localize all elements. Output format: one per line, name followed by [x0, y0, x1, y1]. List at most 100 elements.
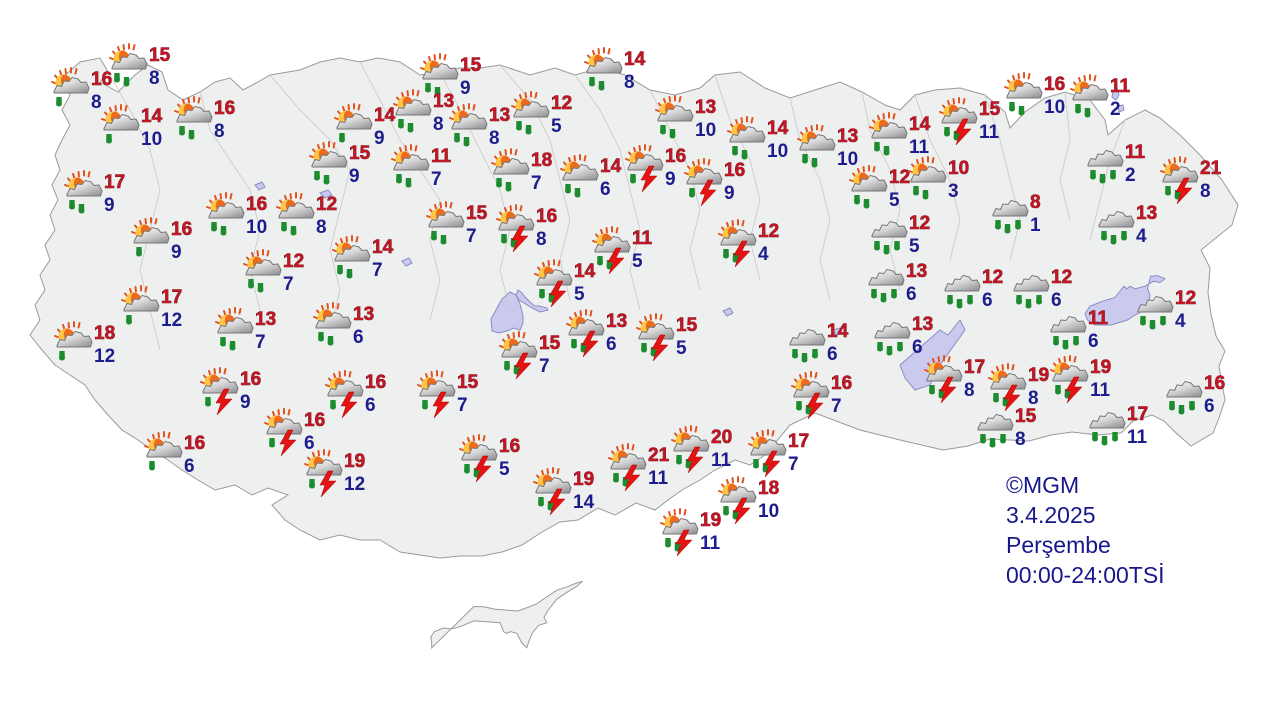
svg-text:9: 9: [171, 242, 182, 263]
svg-text:7: 7: [531, 173, 542, 194]
svg-text:13: 13: [906, 261, 927, 282]
svg-text:10: 10: [837, 149, 858, 170]
svg-text:14: 14: [573, 492, 595, 513]
svg-text:10: 10: [948, 158, 969, 179]
svg-text:19: 19: [344, 451, 365, 472]
svg-text:13: 13: [837, 126, 858, 147]
svg-text:9: 9: [349, 166, 360, 187]
svg-text:12: 12: [94, 346, 115, 367]
svg-text:16: 16: [665, 146, 686, 167]
svg-text:10: 10: [767, 141, 788, 162]
svg-text:2: 2: [1125, 165, 1136, 186]
svg-text:16: 16: [184, 433, 205, 454]
svg-text:12: 12: [344, 474, 365, 495]
svg-text:16: 16: [1044, 74, 1065, 95]
svg-text:6: 6: [1051, 290, 1062, 311]
svg-text:11: 11: [711, 450, 732, 471]
svg-text:5: 5: [632, 251, 643, 272]
svg-text:6: 6: [365, 395, 376, 416]
svg-text:9: 9: [460, 78, 471, 99]
svg-text:5: 5: [889, 190, 900, 211]
svg-text:8: 8: [316, 217, 327, 238]
svg-text:8: 8: [1015, 429, 1026, 450]
svg-text:14: 14: [624, 49, 646, 70]
svg-text:19: 19: [1090, 357, 1111, 378]
svg-text:12: 12: [551, 93, 572, 114]
svg-text:12: 12: [1175, 288, 1196, 309]
svg-text:7: 7: [255, 332, 266, 353]
svg-text:14: 14: [909, 114, 931, 135]
svg-text:7: 7: [831, 396, 842, 417]
svg-text:15: 15: [149, 45, 171, 66]
svg-text:16: 16: [499, 436, 520, 457]
svg-text:00:00-24:00TSİ: 00:00-24:00TSİ: [1006, 562, 1165, 588]
svg-text:13: 13: [606, 311, 627, 332]
svg-text:15: 15: [349, 143, 371, 164]
svg-text:18: 18: [758, 478, 779, 499]
svg-text:7: 7: [283, 274, 294, 295]
svg-text:12: 12: [982, 267, 1003, 288]
svg-text:14: 14: [372, 237, 394, 258]
svg-text:1: 1: [1030, 215, 1041, 236]
svg-text:14: 14: [600, 156, 622, 177]
svg-text:7: 7: [372, 260, 383, 281]
svg-text:4: 4: [1175, 311, 1186, 332]
svg-text:8: 8: [149, 68, 160, 89]
svg-text:6: 6: [304, 433, 315, 454]
svg-text:12: 12: [1051, 267, 1072, 288]
svg-text:8: 8: [214, 121, 225, 142]
svg-text:19: 19: [1028, 365, 1049, 386]
svg-text:12: 12: [161, 310, 182, 331]
svg-text:8: 8: [433, 114, 444, 135]
svg-text:5: 5: [551, 116, 562, 137]
svg-text:17: 17: [788, 431, 809, 452]
svg-text:9: 9: [665, 169, 676, 190]
svg-text:17: 17: [964, 357, 985, 378]
svg-text:11: 11: [700, 533, 721, 554]
svg-text:9: 9: [240, 392, 251, 413]
svg-text:6: 6: [827, 344, 838, 365]
svg-text:16: 16: [171, 219, 192, 240]
svg-text:15: 15: [979, 99, 1001, 120]
svg-text:12: 12: [909, 213, 930, 234]
svg-text:6: 6: [912, 337, 923, 358]
svg-text:6: 6: [1204, 396, 1215, 417]
svg-text:17: 17: [104, 172, 125, 193]
svg-text:15: 15: [466, 203, 488, 224]
svg-text:3: 3: [948, 181, 959, 202]
svg-text:20: 20: [711, 427, 732, 448]
svg-text:5: 5: [574, 284, 585, 305]
svg-text:14: 14: [827, 321, 849, 342]
svg-text:10: 10: [695, 120, 716, 141]
svg-text:16: 16: [365, 372, 386, 393]
svg-text:16: 16: [91, 69, 112, 90]
svg-text:11: 11: [1127, 427, 1148, 448]
svg-text:17: 17: [161, 287, 182, 308]
svg-text:15: 15: [539, 333, 561, 354]
svg-text:10: 10: [246, 217, 267, 238]
svg-text:12: 12: [758, 221, 779, 242]
svg-text:11: 11: [1090, 380, 1111, 401]
svg-text:6: 6: [606, 334, 617, 355]
svg-text:7: 7: [539, 356, 550, 377]
svg-text:11: 11: [1088, 308, 1109, 329]
svg-text:7: 7: [457, 395, 468, 416]
svg-text:19: 19: [700, 510, 721, 531]
svg-text:18: 18: [94, 323, 115, 344]
svg-text:14: 14: [767, 118, 789, 139]
svg-text:10: 10: [141, 129, 162, 150]
svg-text:14: 14: [574, 261, 596, 282]
svg-text:7: 7: [466, 226, 477, 247]
svg-text:2: 2: [1110, 99, 1121, 120]
svg-text:11: 11: [979, 122, 1000, 143]
svg-text:Perşembe: Perşembe: [1006, 532, 1111, 558]
svg-text:©MGM: ©MGM: [1006, 472, 1079, 498]
svg-text:19: 19: [573, 469, 594, 490]
svg-text:10: 10: [758, 501, 779, 522]
svg-text:13: 13: [912, 314, 933, 335]
svg-text:6: 6: [184, 456, 195, 477]
svg-text:13: 13: [489, 105, 510, 126]
svg-text:13: 13: [255, 309, 276, 330]
svg-text:16: 16: [724, 160, 745, 181]
svg-text:9: 9: [724, 183, 735, 204]
